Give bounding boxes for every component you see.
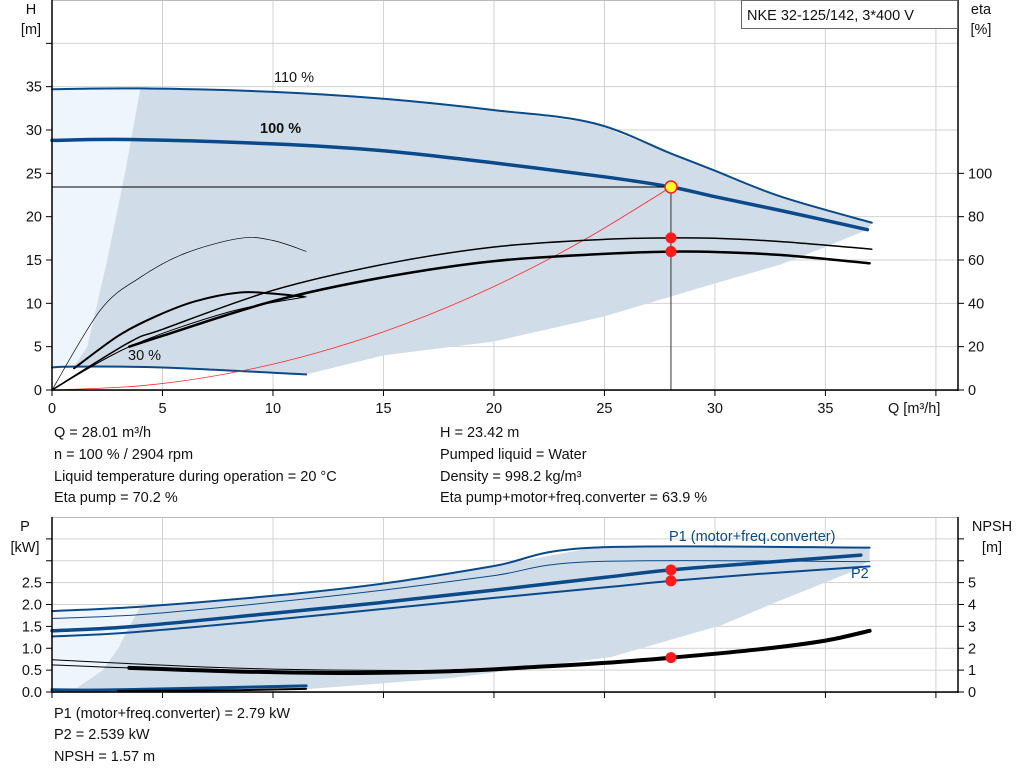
x-tick-label: 0	[48, 401, 56, 417]
x-tick-label: 5	[158, 401, 166, 417]
series-curve	[117, 687, 308, 692]
series-curve	[127, 628, 872, 676]
operating-range-region	[52, 88, 141, 368]
y2-axis-unit-npsh: [m]	[982, 540, 1002, 556]
duty-point	[664, 180, 678, 194]
series-label-110: 110 %	[274, 70, 314, 86]
info-eta-pump: Eta pump = 70.2 %	[54, 490, 178, 506]
chart-labels: NKE 32-125/142, 3*400 V H [m] eta [%] Q [m³/h…	[11, 0, 1012, 582]
y-tick-label: 0.0	[22, 685, 42, 701]
y-tick-label: 0	[34, 383, 42, 399]
x-tick-label: 10	[265, 401, 281, 417]
title-box	[741, 0, 958, 29]
duty-marker	[665, 232, 677, 244]
y-tick-label: 5	[34, 340, 42, 356]
y2-tick-label: 4	[968, 598, 976, 614]
y2-tick-label: 60	[968, 253, 984, 269]
y-tick-label: 25	[26, 166, 42, 182]
series-p2	[51, 565, 871, 638]
head-efficiency-chart: 0 5 10 15 20 25 30 35 0 5 10 15 20 25 30 35 0 20 40 60 80 100	[26, 0, 992, 417]
y-tick-label: 2.5	[22, 576, 42, 592]
series-label-100: 100 %	[260, 121, 301, 137]
y-tick-label: 1.0	[22, 641, 42, 657]
duty-marker	[665, 652, 677, 664]
y-tick-label: 2.0	[22, 598, 42, 614]
y2-tick-label: 2	[968, 641, 976, 657]
operating-range-region	[74, 88, 872, 375]
y2-tick-label: 40	[968, 296, 984, 312]
series-curve	[51, 560, 871, 619]
y-axis-unit-p: [kW]	[11, 540, 40, 556]
series-110	[51, 87, 873, 224]
y2-axis-label-npsh: NPSH	[972, 519, 1012, 535]
x-tick-label: 25	[596, 401, 612, 417]
series-curve	[128, 250, 871, 348]
duty-marker	[665, 246, 677, 258]
series-curve	[73, 291, 305, 370]
y-tick-label: 10	[26, 296, 42, 312]
y-axis-label-p: P	[20, 519, 30, 535]
y2-axis-unit-eta: [%]	[971, 22, 992, 38]
info-speed: n = 100 % / 2904 rpm	[54, 447, 194, 463]
duty-marker	[665, 564, 677, 576]
x-axis-label-q: Q [m³/h]	[888, 401, 940, 417]
y2-tick-label: 3	[968, 619, 976, 635]
y2-axis-label-eta: eta	[971, 2, 992, 18]
y2-tick-label: 1	[968, 663, 976, 679]
series-p1-motor-freq-converter	[50, 553, 863, 633]
info-eta-total: Eta pump+motor+freq.converter = 63.9 %	[440, 490, 708, 506]
series-curve	[51, 186, 672, 391]
y-tick-label: 30	[26, 123, 42, 139]
series-curve	[51, 545, 871, 613]
y2-tick-label: 5	[968, 576, 976, 592]
info-p2: P2 = 2.539 kW	[54, 727, 150, 743]
y-tick-label: 35	[26, 80, 42, 96]
info-liquid: Pumped liquid = Water	[440, 447, 587, 463]
series-curve	[51, 237, 307, 391]
y-tick-label: 15	[26, 253, 42, 269]
y2-tick-label: 0	[968, 685, 976, 701]
series-30	[51, 365, 308, 376]
series-curve	[51, 237, 873, 391]
info-flow: Q = 28.01 m³/h	[54, 425, 152, 441]
y2-tick-label: 100	[968, 166, 992, 182]
info-density: Density = 998.2 kg/m³	[440, 469, 582, 485]
info-p1: P1 (motor+freq.converter) = 2.79 kW	[54, 706, 291, 722]
y-axis-unit-h: [m]	[21, 22, 41, 38]
series-curve	[50, 684, 308, 692]
y2-tick-label: 0	[968, 383, 976, 399]
y-tick-label: 20	[26, 210, 42, 226]
series-label-p1: P1 (motor+freq.converter)	[669, 529, 835, 545]
info-temperature: Liquid temperature during operation = 20…	[54, 469, 337, 485]
power-npsh-chart: 0.0 0.5 1.0 1.5 2.0 2.5 0 1 2 3 4 5	[22, 517, 976, 701]
y-tick-label: 1.5	[22, 619, 42, 635]
y2-tick-label: 20	[968, 340, 984, 356]
y2-tick-label: 80	[968, 210, 984, 226]
x-tick-label: 15	[375, 401, 391, 417]
y-tick-label: 0.5	[22, 663, 42, 679]
x-tick-label: 35	[817, 401, 833, 417]
duty-marker	[665, 575, 677, 587]
y-axis-label-h: H	[26, 2, 36, 18]
x-tick-label: 30	[707, 401, 723, 417]
chart-title: NKE 32-125/142, 3*400 V	[747, 8, 914, 24]
x-tick-label: 20	[486, 401, 502, 417]
info-npsh: NPSH = 1.57 m	[54, 749, 156, 765]
series-label-p2: P2	[851, 566, 869, 582]
series-label-30: 30 %	[128, 348, 161, 364]
series-100	[50, 137, 870, 232]
info-head: H = 23.42 m	[440, 425, 520, 441]
series-curve	[51, 659, 451, 672]
